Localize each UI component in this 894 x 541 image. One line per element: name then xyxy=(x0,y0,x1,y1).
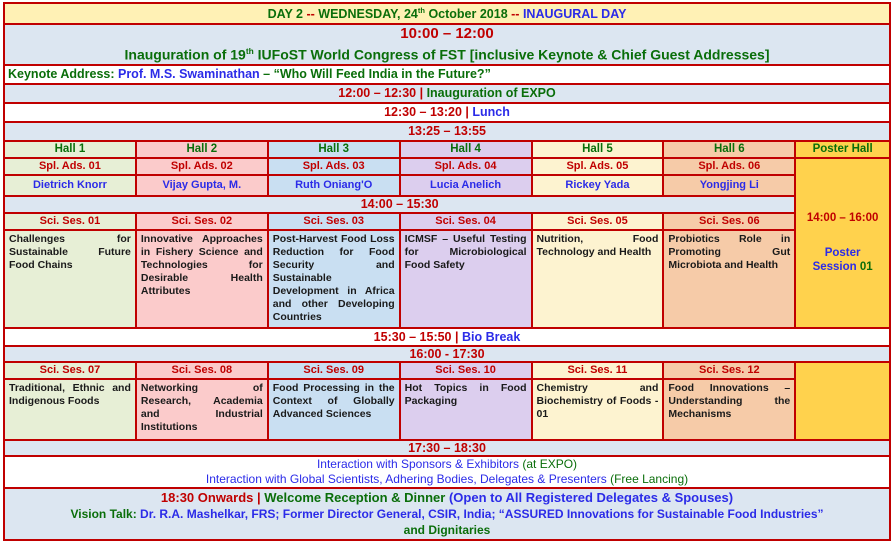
sci-ses-01-title: Challenges for Sustainable Future Food C… xyxy=(3,228,137,329)
slot-1730-time: 17:30 – 18:30 xyxy=(408,440,486,455)
interaction-line-2: Interaction with Global Scientists, Adhe… xyxy=(205,471,689,486)
sci-ses-04-header: Sci. Ses. 04 xyxy=(398,211,533,231)
sci-ses-05-header: Sci. Ses. 05 xyxy=(530,211,665,231)
expo-pipe: | xyxy=(419,86,427,101)
poster-session-time: 14:00 – 16:00 xyxy=(806,211,879,224)
day-date: WEDNESDAY, 24th October 2018 xyxy=(318,5,512,22)
sci-ses-12-title: Food Innovations – Understanding the Mec… xyxy=(662,377,797,441)
speaker-5-cell: Rickey Yada xyxy=(530,173,665,197)
inauguration-time: 10:00 – 12:00 xyxy=(400,25,494,42)
evening-line-3: and Dignitaries xyxy=(403,523,491,538)
day-header-cell: DAY 2 -- WEDNESDAY, 24th October 2018 --… xyxy=(3,2,891,25)
expo-label: Inauguration of EXPO xyxy=(426,86,556,101)
keynote-cell: Keynote Address: Prof. M.S. Swaminathan … xyxy=(3,63,891,85)
sci-ses-12-header: Sci. Ses. 12 xyxy=(662,360,797,380)
spl-ads-4-cell: Spl. Ads. 04 xyxy=(398,156,533,176)
interaction-cell: Interaction with Sponsors & Exhibitors (… xyxy=(3,454,891,489)
sci-ses-01-header: Sci. Ses. 01 xyxy=(3,211,137,231)
sci-ses-08-header: Sci. Ses. 08 xyxy=(134,360,269,380)
hall-2-header: Hall 2 xyxy=(134,139,269,159)
session1-time-cell: 14:00 – 15:30 xyxy=(2,194,797,214)
biobreak-time: 15:30 – 15:50 xyxy=(373,329,455,344)
evening-line-2: Vision Talk: Dr. R.A. Mashelkar, FRS; Fo… xyxy=(70,507,824,522)
sci-ses-11-header: Sci. Ses. 11 xyxy=(530,360,665,380)
sci-ses-10-title: Hot Topics in Food Packaging xyxy=(398,377,533,441)
hall-4-header: Hall 4 xyxy=(398,139,533,159)
hall-1-header: Hall 1 xyxy=(3,139,137,159)
lunch-pipe: | xyxy=(465,105,473,120)
expo-cell: 12:00 – 12:30 | Inauguration of EXPO xyxy=(3,82,891,104)
spl-ads-1-cell: Spl. Ads. 01 xyxy=(3,156,137,176)
spl-ads-3-cell: Spl. Ads. 03 xyxy=(266,156,401,176)
sci-ses-06-title: Probiotics Role in Promoting Gut Microbi… xyxy=(662,228,797,329)
lunch-cell: 12:30 – 13:20 | Lunch xyxy=(3,101,891,123)
session2-time: 16:00 - 17:30 xyxy=(409,346,485,361)
expo-time: 12:00 – 12:30 xyxy=(338,86,420,101)
sci-ses-10-header: Sci. Ses. 10 xyxy=(398,360,533,380)
keynote-topic: – “Who Will Feed India in the Future?” xyxy=(263,67,491,82)
sci-ses-09-title: Food Processing in the Context of Global… xyxy=(266,377,401,441)
speaker-1-cell: Dietrich Knorr xyxy=(3,173,137,197)
sci-ses-03-header: Sci. Ses. 03 xyxy=(266,211,401,231)
day-label: DAY 2 xyxy=(267,7,307,22)
spl-ads-5-cell: Spl. Ads. 05 xyxy=(530,156,665,176)
inaugural-day-label: INAUGURAL DAY xyxy=(522,7,627,22)
poster-session-line2: Session 01 xyxy=(812,260,873,273)
inauguration-cell: 10:00 – 12:00 Inauguration of 19th IUFoS… xyxy=(3,23,891,66)
slot-1325-cell: 13:25 – 13:55 xyxy=(3,120,891,142)
hall-5-header: Hall 5 xyxy=(530,139,665,159)
sci-ses-11-title: Chemistry and Biochemistry of Foods - 01 xyxy=(530,377,665,441)
sci-ses-09-header: Sci. Ses. 09 xyxy=(266,360,401,380)
slot-1325-time: 13:25 – 13:55 xyxy=(408,124,486,139)
slot-1730-cell: 17:30 – 18:30 xyxy=(3,438,891,457)
evening-cell: 18:30 Onwards | Welcome Reception & Dinn… xyxy=(3,486,891,541)
keynote-label: Keynote Address: xyxy=(8,67,118,82)
keynote-speaker: Prof. M.S. Swaminathan xyxy=(117,67,264,82)
lunch-time: 12:30 – 13:20 xyxy=(384,105,466,120)
sci-ses-07-header: Sci. Ses. 07 xyxy=(3,360,137,380)
speaker-6-cell: Yongjing Li xyxy=(662,173,797,197)
speaker-3-cell: Ruth Oniang'O xyxy=(266,173,401,197)
sci-ses-07-title: Traditional, Ethnic and Indigenous Foods xyxy=(3,377,137,441)
speaker-2-cell: Vijay Gupta, M. xyxy=(134,173,269,197)
sci-ses-05-title: Nutrition, Food Technology and Health xyxy=(530,228,665,329)
inauguration-title: Inauguration of 19th IUFoST World Congre… xyxy=(124,46,770,63)
interaction-line-1: Interaction with Sponsors & Exhibitors (… xyxy=(316,456,578,471)
sci-ses-03-title: Post-Harvest Food Loss Reduction for Foo… xyxy=(266,228,401,329)
biobreak-cell: 15:30 – 15:50 | Bio Break xyxy=(3,326,891,347)
day-dash-2: -- xyxy=(511,7,523,22)
poster-session-cell: 14:00 – 16:00 Poster Session 01 xyxy=(794,156,891,329)
session1-time: 14:00 – 15:30 xyxy=(360,197,439,212)
sci-ses-06-header: Sci. Ses. 06 xyxy=(662,211,797,231)
spl-ads-2-cell: Spl. Ads. 02 xyxy=(134,156,269,176)
speaker-4-cell: Lucia Anelich xyxy=(398,173,533,197)
biobreak-pipe: | xyxy=(454,329,462,344)
poster-hall-header: Poster Hall xyxy=(794,139,891,159)
hall-3-header: Hall 3 xyxy=(266,139,401,159)
evening-line-1: 18:30 Onwards | Welcome Reception & Dinn… xyxy=(160,490,734,506)
day-dash-1: -- xyxy=(306,7,319,22)
spl-ads-6-cell: Spl. Ads. 06 xyxy=(662,156,797,176)
hall-6-header: Hall 6 xyxy=(662,139,797,159)
biobreak-label: Bio Break xyxy=(461,329,521,344)
session2-time-cell: 16:00 - 17:30 xyxy=(3,344,891,363)
lunch-label: Lunch xyxy=(472,105,510,120)
sci-ses-02-header: Sci. Ses. 02 xyxy=(134,211,269,231)
sci-ses-08-title: Networking of Research, Academia and Ind… xyxy=(134,377,269,441)
poster-empty-cell xyxy=(794,360,891,441)
sci-ses-02-title: Innovative Approaches in Fishery Science… xyxy=(134,228,269,329)
poster-session-line1: Poster xyxy=(824,246,861,259)
sci-ses-04-title: ICMSF – Useful Testing for Microbiologic… xyxy=(398,228,533,329)
